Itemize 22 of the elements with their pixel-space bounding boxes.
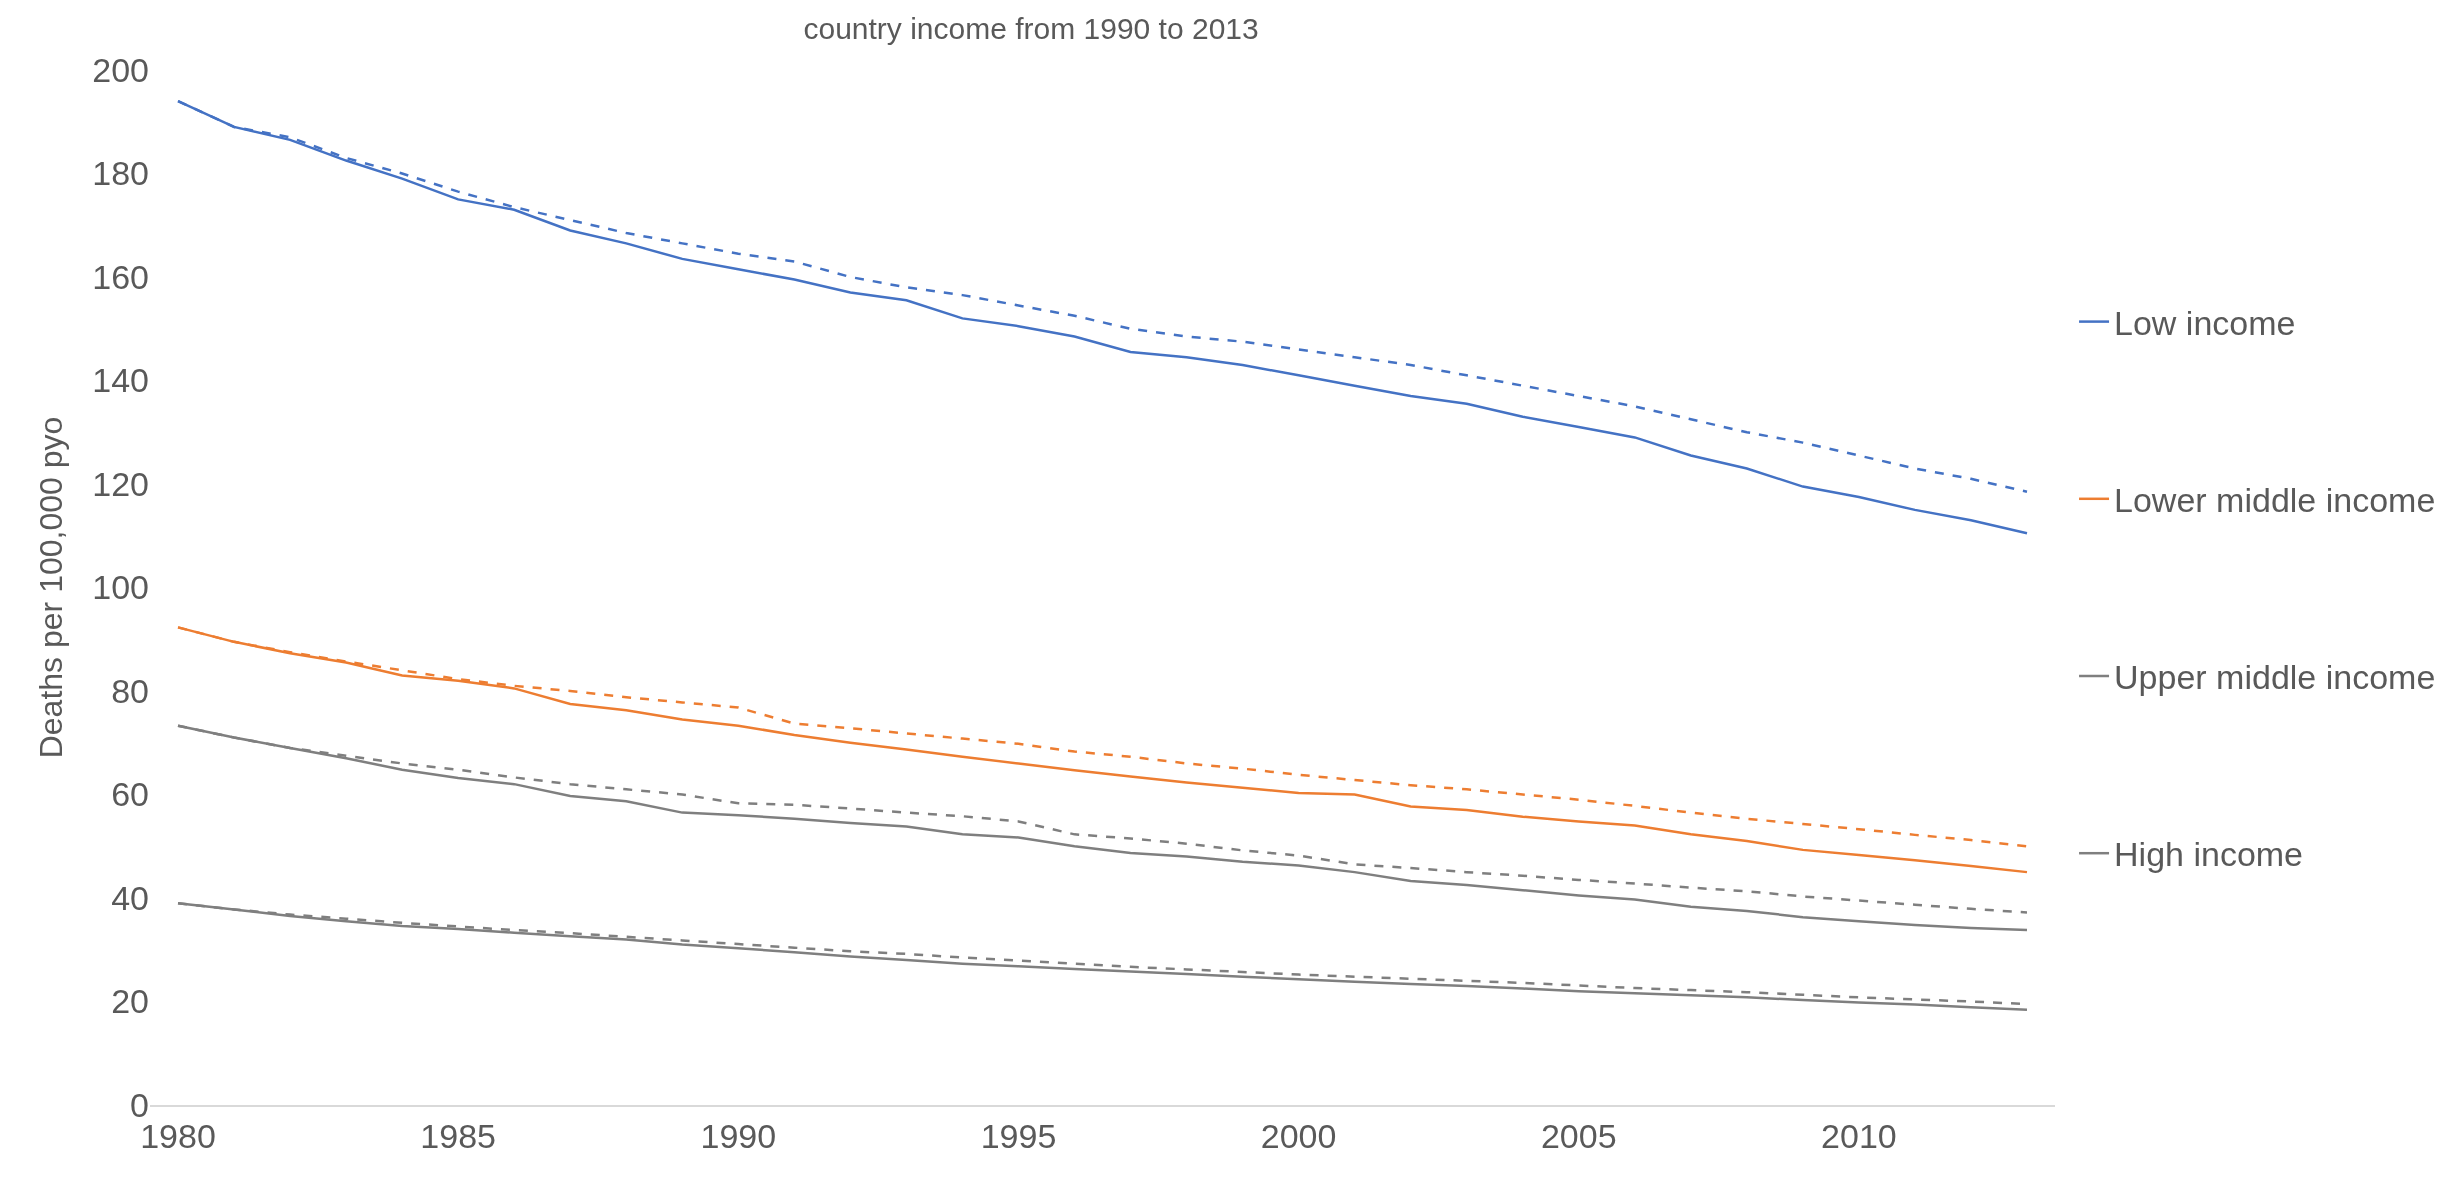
y-tick-label: 80 — [111, 671, 149, 710]
x-tick-label: 1990 — [700, 1116, 777, 1155]
legend-label: Lower middle income — [2114, 481, 2436, 520]
y-tick-label: 180 — [92, 154, 149, 193]
x-tick-label: 1995 — [980, 1116, 1057, 1155]
y-tick-label: 60 — [111, 775, 149, 814]
y-tick-label: 140 — [92, 361, 149, 400]
y-tick-label: 120 — [92, 464, 149, 503]
legend-label: High income — [2114, 835, 2304, 874]
y-axis-title: Deaths per 100,000 pyo — [32, 416, 69, 759]
x-tick-label: 1985 — [420, 1116, 496, 1155]
x-tick-label: 2000 — [1260, 1116, 1337, 1155]
y-tick-label: 160 — [92, 257, 149, 296]
legend-label: Low income — [2114, 303, 2296, 342]
y-tick-label: 40 — [111, 878, 149, 917]
chart-title: country income from 1990 to 2013 — [803, 11, 1259, 45]
y-tick-label: 20 — [111, 982, 149, 1021]
x-tick-label: 2005 — [1540, 1116, 1617, 1155]
y-tick-label: 100 — [92, 568, 149, 607]
x-tick-label: 2010 — [1821, 1116, 1897, 1155]
legend-label: Upper middle income — [2114, 658, 2436, 697]
y-tick-label: 200 — [92, 50, 149, 89]
